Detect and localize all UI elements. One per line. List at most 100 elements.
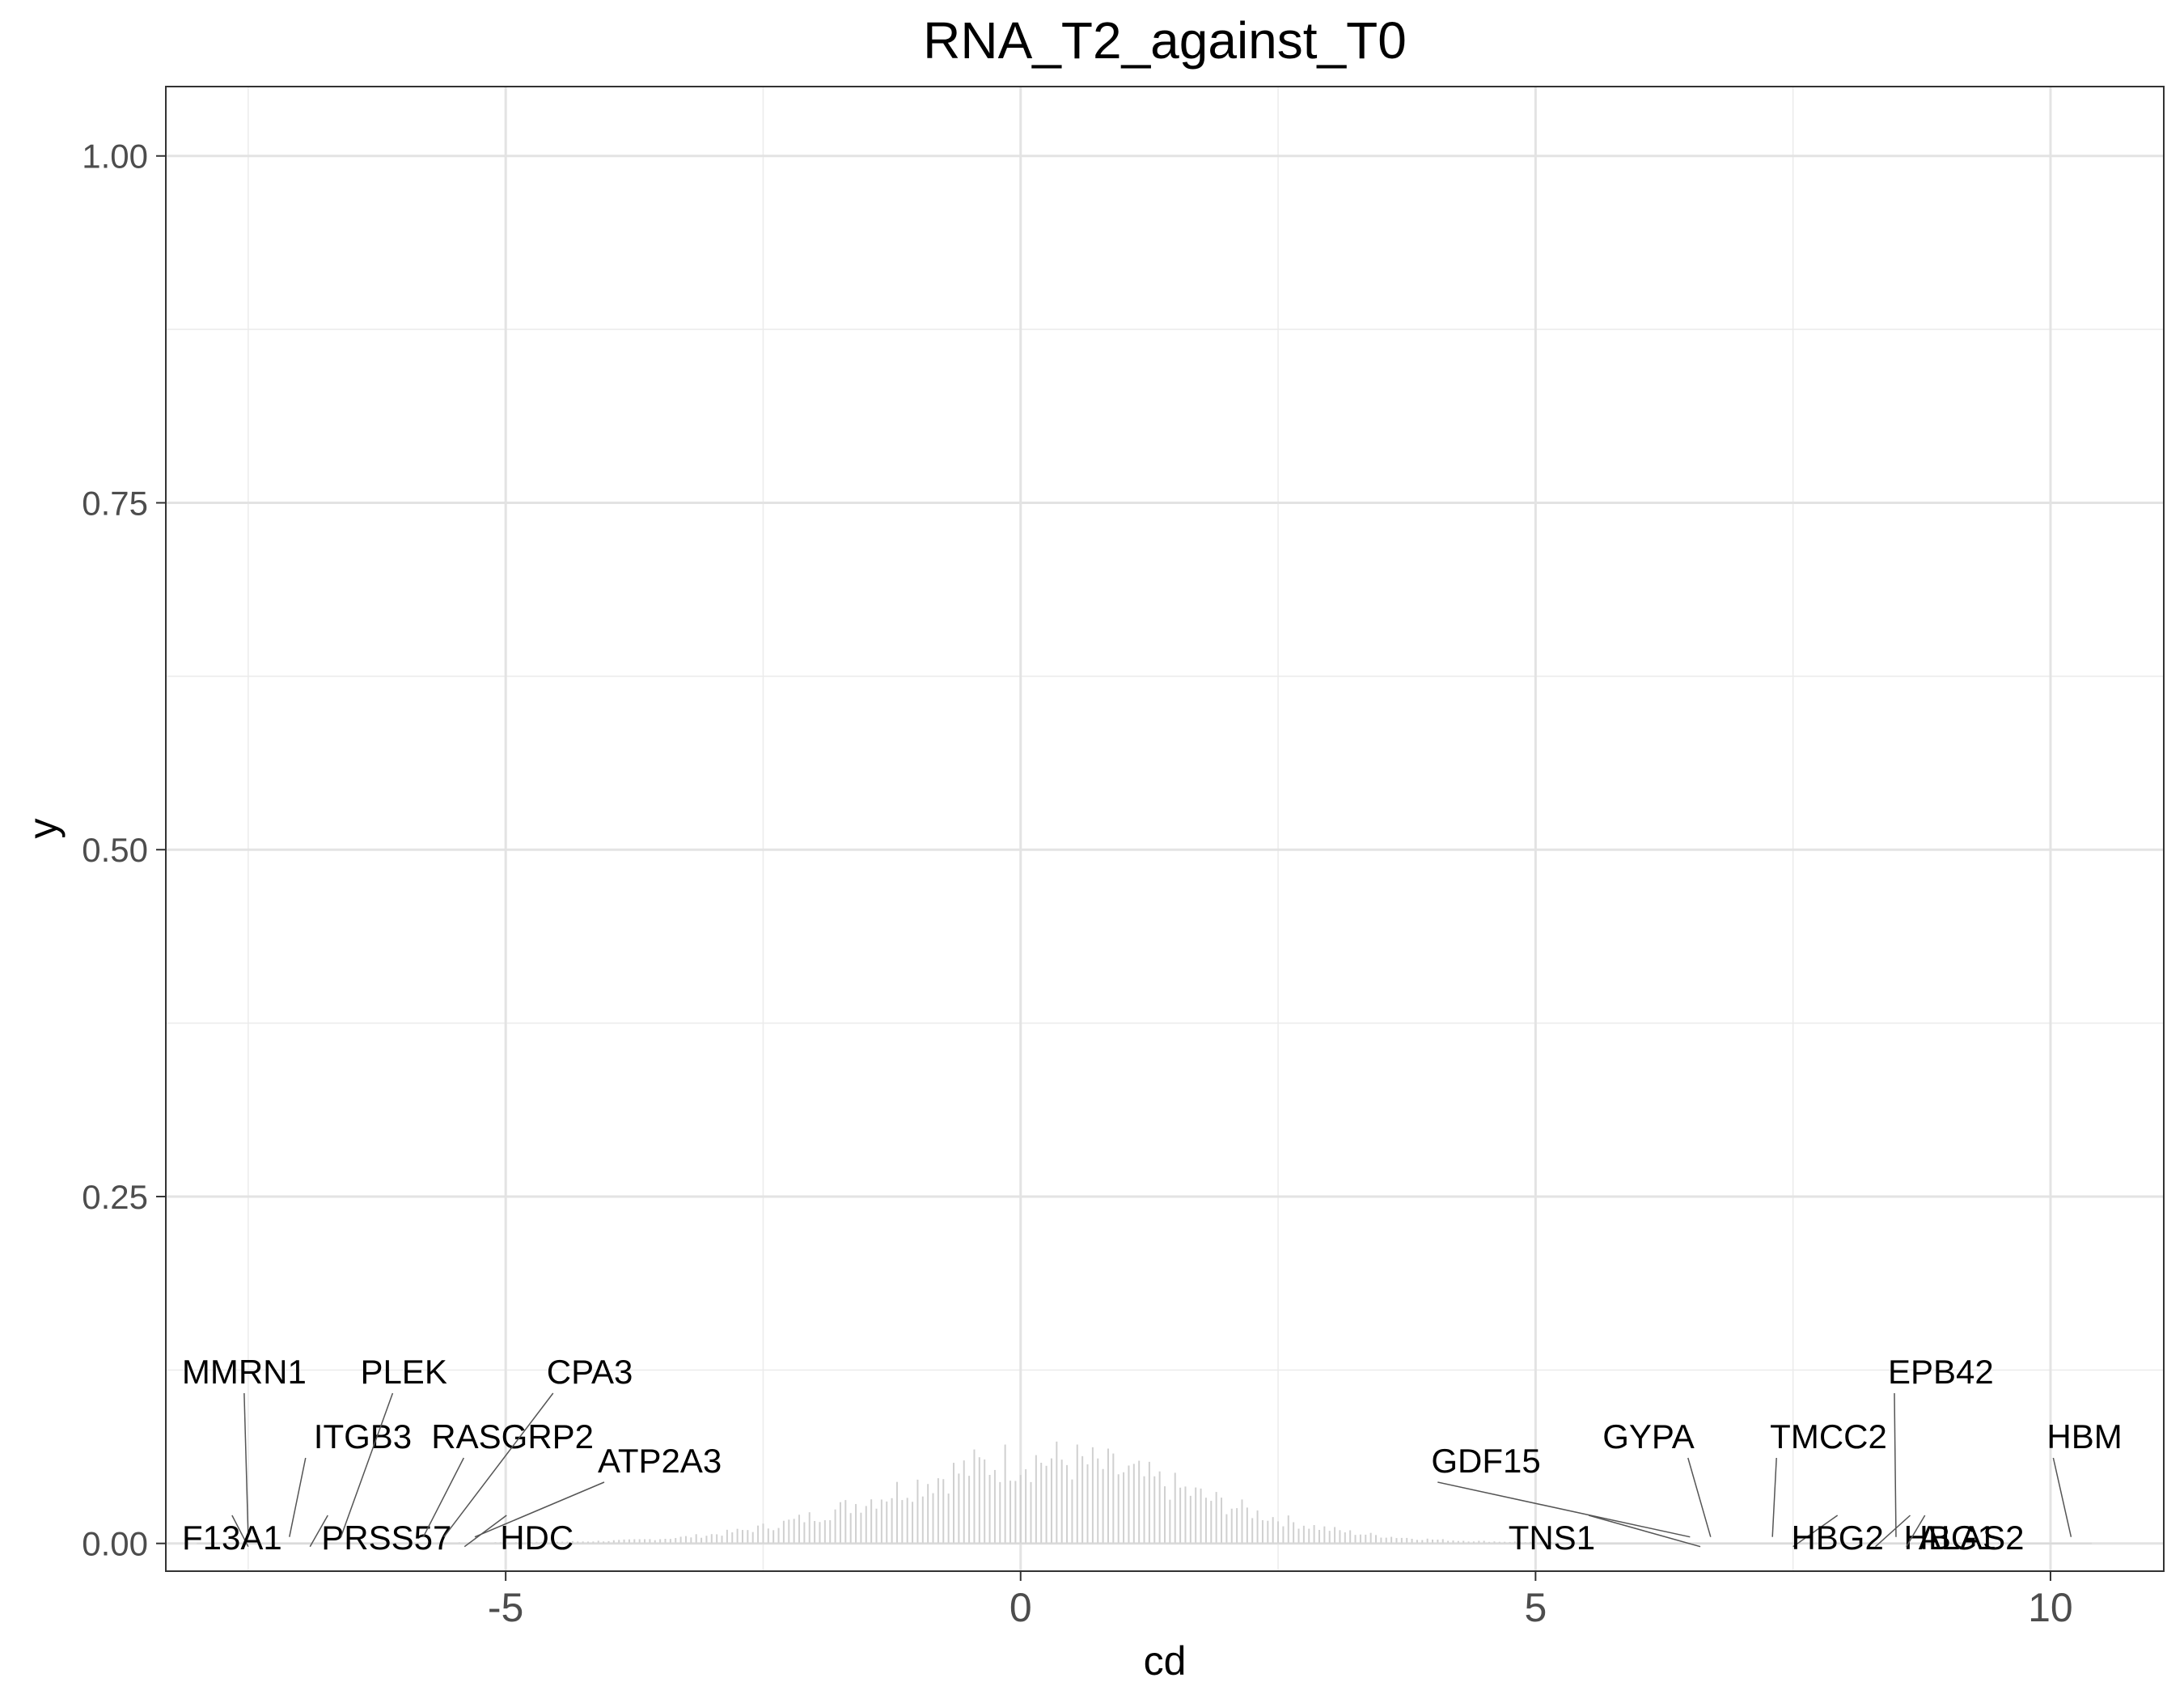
density-bar <box>1539 1541 1542 1544</box>
y-tick-label: 1.00 <box>82 138 148 176</box>
x-tick-label: 0 <box>1009 1585 1032 1630</box>
density-bar <box>1204 1498 1207 1544</box>
x-axis-title: cd <box>1144 1638 1187 1684</box>
gene-label: MMRN1 <box>182 1353 307 1391</box>
density-bar <box>880 1499 882 1544</box>
label-connector <box>1906 1515 1926 1548</box>
density-bar <box>1411 1538 1413 1544</box>
chart-title: RNA_T2_against_T0 <box>923 11 1407 70</box>
density-bar <box>1513 1541 1516 1544</box>
label-connector <box>1894 1392 1897 1537</box>
gene-label: TNS1 <box>1509 1519 1595 1557</box>
density-bar <box>1045 1465 1048 1544</box>
density-bar <box>777 1527 780 1544</box>
density-bar <box>1019 1475 1022 1544</box>
label-connector <box>1875 1515 1911 1548</box>
density-bar <box>958 1473 960 1544</box>
density-bar <box>886 1501 888 1544</box>
density-bar <box>623 1539 625 1544</box>
density-bar <box>700 1537 703 1544</box>
density-bar <box>860 1512 862 1544</box>
density-bar <box>814 1520 816 1544</box>
density-bar <box>721 1536 723 1544</box>
density-bar <box>1478 1540 1480 1544</box>
density-bar <box>1323 1526 1326 1544</box>
density-bar <box>736 1528 739 1544</box>
y-tick-label: 0.25 <box>82 1178 148 1216</box>
density-bar <box>726 1529 728 1544</box>
density-bar <box>690 1537 692 1544</box>
label-connector <box>1771 1457 1777 1537</box>
label-connector <box>2052 1457 2072 1537</box>
density-bar <box>1102 1468 1104 1544</box>
density-bar <box>849 1513 852 1544</box>
density-bar <box>1313 1525 1315 1544</box>
density-bar <box>566 1541 569 1544</box>
density-bar <box>679 1536 682 1544</box>
density-bar <box>1483 1540 1485 1544</box>
density-bar <box>865 1506 867 1544</box>
density-bar <box>633 1539 636 1544</box>
density-bar <box>999 1481 1001 1544</box>
density-bar <box>1174 1472 1176 1544</box>
density-bar <box>1040 1462 1043 1544</box>
gene-label: HDC <box>500 1519 574 1557</box>
density-bar <box>932 1493 934 1544</box>
density-bar <box>1060 1460 1063 1544</box>
gene-label: RASGRP2 <box>431 1417 594 1455</box>
density-bar <box>1421 1540 1424 1544</box>
x-tick-label: -5 <box>488 1585 523 1630</box>
density-bar <box>1344 1532 1346 1544</box>
label-connector <box>309 1515 328 1548</box>
grid <box>166 87 2164 1571</box>
density-bar <box>1025 1469 1027 1544</box>
density-bar <box>993 1469 996 1544</box>
gene-label: ITGB3 <box>314 1417 412 1455</box>
density-bar <box>638 1539 641 1544</box>
density-bar <box>1339 1530 1341 1544</box>
density-bar <box>695 1534 697 1544</box>
label-connector <box>463 1515 507 1548</box>
density-bar <box>1158 1471 1161 1544</box>
gene-label: EPB42 <box>1888 1353 1994 1391</box>
density-bar <box>895 1481 898 1544</box>
density-bar <box>603 1541 605 1544</box>
density-bar <box>1380 1537 1382 1544</box>
density-bar <box>607 1540 610 1544</box>
density-bar <box>628 1539 630 1544</box>
density-bar <box>1184 1486 1187 1544</box>
density-bar <box>1437 1539 1439 1544</box>
density-bar <box>1097 1458 1099 1544</box>
density-bar <box>793 1519 795 1544</box>
label-connector <box>1687 1457 1712 1537</box>
density-bar <box>1467 1541 1470 1544</box>
density-bar <box>927 1484 929 1544</box>
density-bar <box>1236 1508 1238 1544</box>
label-connector <box>1792 1515 1839 1548</box>
density-bar <box>1066 1464 1069 1544</box>
density-bar <box>1091 1447 1094 1544</box>
label-connector <box>422 1457 464 1538</box>
density-bar <box>669 1539 671 1544</box>
density-bar <box>1493 1541 1496 1544</box>
density-bar <box>1112 1453 1115 1544</box>
density-bar <box>906 1498 908 1544</box>
density-bar <box>1117 1474 1120 1544</box>
y-tick-label: 0.75 <box>82 484 148 522</box>
density-bar <box>988 1475 991 1544</box>
density-bar <box>1189 1495 1191 1544</box>
density-bar <box>659 1539 662 1544</box>
density-bar <box>808 1512 811 1544</box>
density-bar <box>1272 1517 1274 1544</box>
label-connector <box>1588 1515 1701 1548</box>
gene-label: CPA3 <box>547 1353 633 1391</box>
label-connector <box>289 1457 307 1537</box>
plot-background <box>166 87 2164 1571</box>
label-connector <box>243 1392 249 1537</box>
density-bar <box>1277 1521 1280 1544</box>
density-bar <box>803 1522 806 1544</box>
density-bar <box>1375 1535 1378 1544</box>
gene-label: GDF15 <box>1431 1442 1540 1480</box>
density-bar <box>844 1500 847 1544</box>
density-bar <box>1086 1464 1089 1544</box>
